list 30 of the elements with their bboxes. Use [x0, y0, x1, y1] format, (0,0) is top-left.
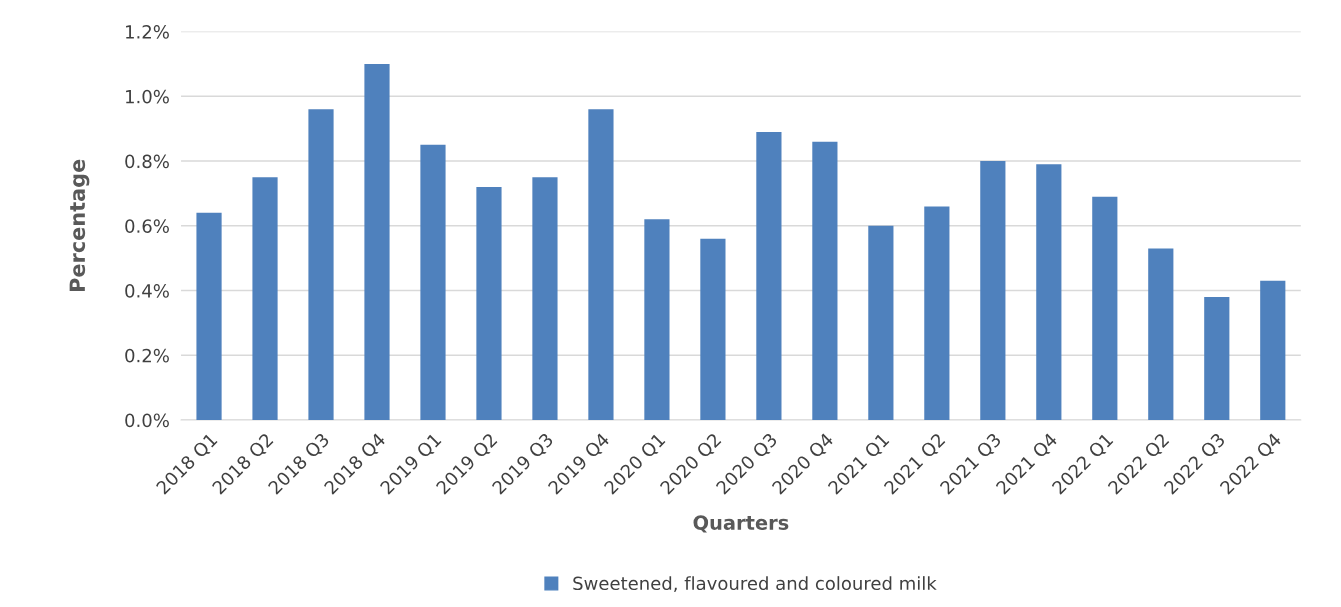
bar	[1092, 196, 1118, 421]
y-tick-label: 0.8%	[125, 154, 169, 169]
bar	[588, 109, 614, 421]
bar	[644, 219, 670, 421]
bar	[1148, 248, 1174, 421]
bar	[1260, 280, 1286, 421]
y-tick-label: 0.6%	[125, 219, 169, 233]
bar	[756, 131, 782, 421]
bar	[924, 206, 950, 421]
y-tick-label: 1.2%	[126, 25, 169, 39]
bar	[420, 144, 446, 421]
bar	[700, 238, 726, 421]
y-tick-label: 1.0%	[126, 89, 169, 104]
y-axis-title: Percentage	[69, 159, 90, 291]
bar	[1204, 297, 1230, 421]
bar	[308, 109, 334, 421]
bar	[868, 225, 894, 421]
y-tick-label: 0.4%	[125, 284, 169, 298]
bar	[252, 177, 278, 421]
y-tick-label: 0.0%	[125, 413, 169, 428]
legend-label: Sweetened, flavoured and coloured milk	[573, 576, 937, 592]
bar	[364, 63, 390, 421]
y-tick-label: 0.2%	[125, 348, 169, 363]
bar	[1036, 164, 1062, 421]
bar	[812, 141, 838, 421]
x-axis-title: Quarters	[693, 515, 789, 533]
bar	[980, 161, 1006, 421]
bar	[532, 177, 558, 421]
bar	[476, 186, 502, 421]
bar	[196, 212, 222, 421]
